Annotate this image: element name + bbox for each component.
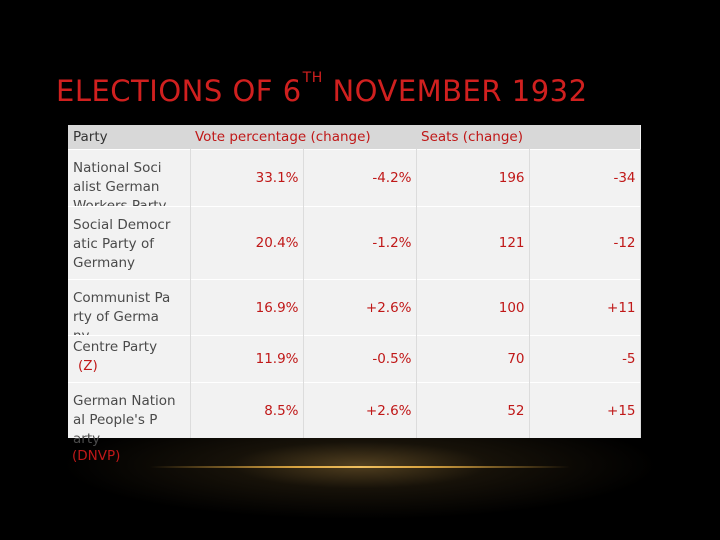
vote-cell: 11.9%	[190, 335, 304, 383]
seats-change-cell: -34	[529, 149, 641, 207]
party-abbreviation: (Z)	[78, 358, 98, 374]
seats-cell: 52	[416, 382, 530, 438]
seats-change-cell: +11	[529, 279, 641, 336]
header-seats: Seats (change)	[416, 125, 641, 150]
party-cell: National Soci alist German Workers Party	[68, 149, 191, 207]
vote-cell: 8.5%	[190, 382, 304, 438]
party-name: Communist Pa rty of Germa ny	[73, 290, 171, 335]
vote-cell: 33.1%	[190, 149, 304, 207]
party-cell: Social Democr atic Party of Germany	[68, 206, 191, 280]
table-row: Social Democr atic Party of Germany 20.4…	[68, 206, 641, 280]
seats-cell: 100	[416, 279, 530, 336]
party-cell: Centre Party (Z)	[68, 335, 191, 383]
vote-cell: 16.9%	[190, 279, 304, 336]
party-abbreviation: (DNVP)	[72, 448, 121, 464]
header-party: Party	[68, 125, 190, 150]
table-row: National Soci alist German Workers Party…	[68, 149, 641, 207]
party-name: Centre Party	[73, 339, 158, 355]
seats-cell: 70	[416, 335, 530, 383]
party-name-wrap: German Nation al People's P arty (DNVP)	[68, 383, 190, 464]
vote-change-cell: -0.5%	[303, 335, 417, 383]
title-main: ELECTIONS OF 6	[56, 74, 302, 108]
seats-change-cell: -12	[529, 206, 641, 280]
party-name: German Nation al People's P arty	[73, 393, 176, 447]
vote-change-cell: -4.2%	[303, 149, 417, 207]
table-header-row: Party Vote percentage (change) Seats (ch…	[68, 125, 641, 150]
glow-line	[150, 466, 570, 468]
vote-change-cell: +2.6%	[303, 382, 417, 438]
party-cell: Communist Pa rty of Germa ny	[68, 279, 191, 336]
seats-change-cell: +15	[529, 382, 641, 438]
seats-cell: 121	[416, 206, 530, 280]
party-name: National Soci alist German Workers Party	[73, 160, 167, 206]
table-row: German Nation al People's P arty (DNVP) 8…	[68, 382, 641, 464]
vote-change-cell: +2.6%	[303, 279, 417, 336]
vote-cell: 20.4%	[190, 206, 304, 280]
party-cell: German Nation al People's P arty (DNVP)	[68, 382, 191, 464]
table-row: Centre Party (Z) 11.9% -0.5% 70 -5	[68, 335, 641, 383]
seats-change-cell: -5	[529, 335, 641, 383]
title-superscript: TH	[302, 70, 323, 86]
header-vote-percentage: Vote percentage (change)	[190, 125, 417, 150]
slide-title: ELECTIONS OF 6TH NOVEMBER 1932	[56, 70, 588, 108]
seats-cell: 196	[416, 149, 530, 207]
table-row: Communist Pa rty of Germa ny 16.9% +2.6%…	[68, 279, 641, 336]
title-rest: NOVEMBER 1932	[322, 74, 588, 108]
election-results-table: Party Vote percentage (change) Seats (ch…	[68, 125, 641, 464]
vote-change-cell: -1.2%	[303, 206, 417, 280]
party-name-wrap: Centre Party (Z)	[68, 336, 190, 382]
party-name: Social Democr atic Party of Germany	[73, 217, 171, 271]
